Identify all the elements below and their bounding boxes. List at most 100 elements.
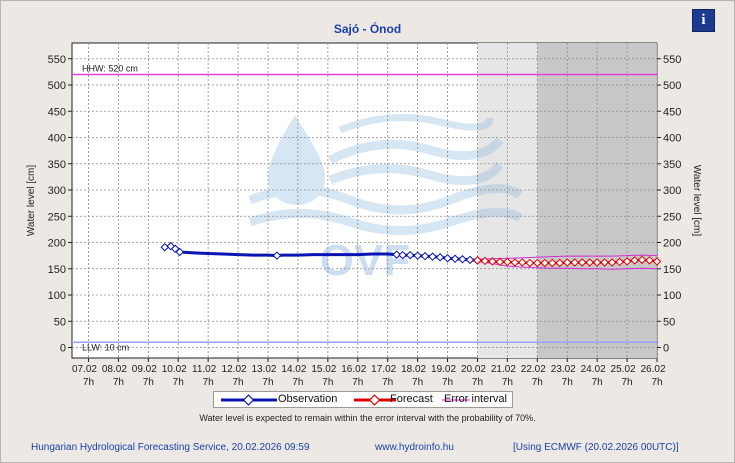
forecast-point [548, 258, 557, 268]
x-tick-time-label: 7h [113, 377, 124, 388]
x-tick-date-label: 11.02 [192, 364, 217, 375]
x-tick-time-label: 7h [262, 377, 273, 388]
footer-model: [Using ECMWF (20.02.2026 00UTC)] [513, 442, 679, 453]
x-tick-time-label: 7h [203, 377, 214, 388]
y-tick-label-left: 500 [48, 80, 66, 92]
observation-point [160, 242, 170, 252]
y-tick-label-left: 100 [48, 290, 66, 302]
observation-point [175, 247, 184, 257]
y-tick-label-right: 250 [663, 211, 681, 223]
y-tick-label-left: 450 [48, 106, 66, 118]
y-tick-label-right: 550 [663, 54, 681, 66]
y-tick-label-left: 350 [48, 159, 66, 171]
footer-website-link[interactable]: www.hydroinfo.hu [375, 442, 454, 453]
x-tick-date-label: 15.02 [311, 364, 336, 375]
x-tick-time-label: 7h [352, 377, 363, 388]
observation-point [405, 250, 415, 260]
x-tick-date-label: 18.02 [401, 364, 426, 375]
forecast-point [637, 255, 647, 265]
observation-point [428, 252, 437, 261]
forecast-point [585, 258, 594, 267]
x-tick-time-label: 7h [622, 377, 633, 388]
y-tick-label-left: 50 [54, 316, 66, 328]
x-tick-time-label: 7h [592, 377, 603, 388]
legend-error-interval: Error interval [444, 393, 507, 405]
x-tick-date-label: 24.02 [581, 364, 606, 375]
y-tick-label-left: 150 [48, 264, 66, 276]
watermark-text: OVF [320, 236, 410, 285]
y-tick-label-right: 100 [663, 290, 681, 302]
x-tick-date-label: 14.02 [281, 364, 306, 375]
y-axis-label-left: Water level [cm] [26, 165, 37, 237]
x-tick-time-label: 7h [83, 377, 94, 388]
chart-title: Sajó - Ónod [333, 22, 402, 36]
y-tick-label-right: 200 [663, 238, 681, 250]
observation-point [272, 251, 282, 260]
forecast-point [480, 256, 490, 266]
x-tick-time-label: 7h [233, 377, 244, 388]
legend-forecast: Forecast [390, 393, 433, 405]
y-tick-label-left: 550 [48, 54, 66, 66]
forecast-point [600, 258, 609, 267]
x-tick-date-label: 12.02 [222, 364, 247, 375]
x-tick-date-label: 13.02 [251, 364, 276, 375]
forecast-legend-symbol [354, 394, 396, 406]
x-tick-time-label: 7h [651, 377, 662, 388]
y-tick-label-left: 250 [48, 211, 66, 223]
y-tick-label-right: 0 [663, 343, 669, 355]
forecast-point [562, 258, 572, 267]
forecast-point [570, 258, 579, 267]
error-interval-legend-symbol [442, 399, 470, 401]
y-tick-label-right: 50 [663, 316, 675, 328]
x-tick-time-label: 7h [442, 377, 453, 388]
observation-point [420, 251, 430, 261]
x-tick-date-label: 23.02 [551, 364, 576, 375]
x-tick-time-label: 7h [502, 377, 513, 388]
forecast-point [607, 258, 617, 267]
x-tick-time-label: 7h [143, 377, 154, 388]
x-tick-time-label: 7h [472, 377, 483, 388]
y-tick-label-right: 350 [663, 159, 681, 171]
x-tick-date-label: 20.02 [461, 364, 486, 375]
forecast-point [488, 257, 497, 266]
forecast-point [525, 258, 535, 268]
y-tick-label-left: 200 [48, 238, 66, 250]
observation-legend-symbol [221, 394, 277, 406]
x-tick-date-label: 07.02 [72, 364, 97, 375]
x-tick-time-label: 7h [292, 377, 303, 388]
observation-point [435, 252, 445, 262]
observation-point [443, 254, 452, 263]
y-tick-label-right: 400 [663, 133, 681, 145]
forecast-point [495, 257, 505, 267]
y-tick-label-right: 450 [663, 106, 681, 118]
forecast-point [518, 258, 527, 267]
probability-note: Water level is expected to remain within… [199, 413, 536, 423]
forecast-point [622, 257, 632, 266]
observation-point [413, 251, 422, 260]
x-tick-time-label: 7h [382, 377, 393, 388]
forecast-point [540, 258, 550, 268]
x-tick-date-label: 09.02 [132, 364, 157, 375]
x-tick-date-label: 16.02 [341, 364, 366, 375]
x-tick-time-label: 7h [562, 377, 573, 388]
y-tick-label-right: 500 [663, 80, 681, 92]
x-tick-time-label: 7h [532, 377, 543, 388]
forecast-point [503, 257, 512, 267]
info-icon[interactable]: i [692, 9, 715, 32]
x-tick-date-label: 25.02 [611, 364, 636, 375]
x-tick-date-label: 08.02 [102, 364, 127, 375]
y-tick-label-right: 300 [663, 185, 681, 197]
y-tick-label-right: 150 [663, 264, 681, 276]
forecast-point [592, 258, 602, 267]
y-tick-label-left: 0 [60, 343, 66, 355]
forecast-point [510, 258, 520, 267]
y-axis-label-right: Water level [cm] [691, 165, 702, 237]
observation-point [465, 255, 475, 265]
forecast-point [652, 257, 662, 266]
y-tick-label-left: 300 [48, 185, 66, 197]
x-tick-time-label: 7h [173, 377, 184, 388]
legend-observation: Observation [278, 393, 338, 405]
forecast-point [615, 257, 624, 267]
x-tick-date-label: 19.02 [431, 364, 456, 375]
